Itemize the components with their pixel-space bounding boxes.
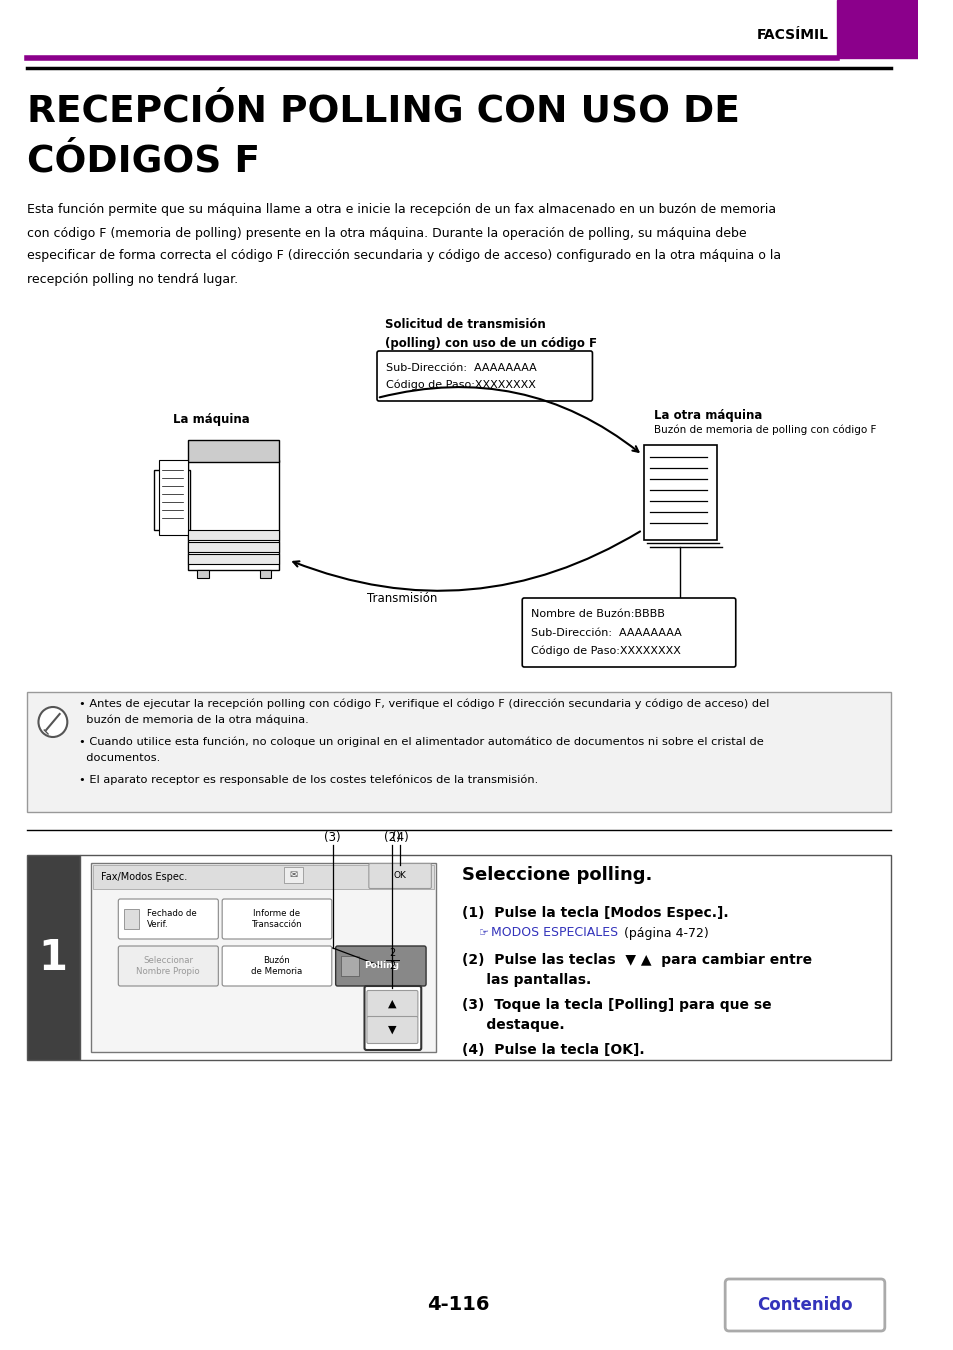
Text: 2: 2 — [389, 961, 395, 971]
Text: Sub-Dirección:  AAAAAAAA: Sub-Dirección: AAAAAAAA — [385, 363, 536, 373]
Text: (4): (4) — [392, 830, 408, 844]
Bar — [124, 909, 139, 929]
Text: • Antes de ejecutar la recepción polling con código F, verifique el código F (di: • Antes de ejecutar la recepción polling… — [79, 699, 768, 709]
Text: OK: OK — [394, 872, 406, 880]
FancyBboxPatch shape — [118, 899, 218, 940]
Text: ▼: ▼ — [388, 1025, 396, 1035]
Text: ☞: ☞ — [478, 927, 489, 938]
Text: MODOS ESPECIALES: MODOS ESPECIALES — [490, 926, 617, 940]
Text: Contenido: Contenido — [757, 1296, 852, 1314]
Text: (3)  Toque la tecla [Polling] para que se: (3) Toque la tecla [Polling] para que se — [461, 998, 770, 1012]
Bar — [93, 865, 434, 890]
Bar — [643, 446, 716, 540]
Text: (2)  Pulse las teclas  ▼ ▲  para cambiar entre: (2) Pulse las teclas ▼ ▲ para cambiar en… — [461, 953, 811, 967]
Text: Nombre de Buzón:BBBB: Nombre de Buzón:BBBB — [530, 609, 664, 620]
FancyBboxPatch shape — [222, 899, 332, 940]
Text: Código de Paso:XXXXXXXX: Código de Paso:XXXXXXXX — [385, 379, 535, 390]
Text: documentos.: documentos. — [79, 753, 160, 763]
Text: Solicitud de transmisión: Solicitud de transmisión — [384, 319, 545, 332]
Bar — [188, 460, 278, 570]
Text: Buzón de memoria de polling con código F: Buzón de memoria de polling con código F — [654, 425, 876, 435]
Text: (polling) con uso de un código F: (polling) con uso de un código F — [384, 336, 596, 350]
Text: La máquina: La máquina — [173, 413, 250, 427]
Bar — [836, 0, 917, 58]
FancyBboxPatch shape — [367, 991, 417, 1018]
FancyBboxPatch shape — [724, 1278, 883, 1331]
Text: especificar de forma correcta el código F (dirección secundaria y código de acce: especificar de forma correcta el código … — [27, 250, 781, 262]
Text: CÓDIGOS F: CÓDIGOS F — [27, 144, 259, 180]
Text: Buzón
de Memoria: Buzón de Memoria — [251, 956, 302, 976]
Text: Polling: Polling — [364, 961, 399, 971]
Text: 4-116: 4-116 — [427, 1296, 490, 1315]
Text: (1)  Pulse la tecla [Modos Espec.].: (1) Pulse la tecla [Modos Espec.]. — [461, 906, 727, 919]
Text: Seleccione polling.: Seleccione polling. — [461, 865, 651, 884]
FancyBboxPatch shape — [367, 1017, 417, 1044]
Bar — [283, 867, 303, 883]
Text: las pantallas.: las pantallas. — [461, 973, 590, 987]
Text: • Cuando utilice esta función, no coloque un original en el alimentador automáti: • Cuando utilice esta función, no coloqu… — [79, 737, 762, 748]
FancyBboxPatch shape — [376, 351, 592, 401]
Text: ✉: ✉ — [289, 869, 297, 880]
Bar — [259, 570, 271, 578]
Text: Transmisión: Transmisión — [367, 591, 436, 605]
Text: Informe de
Transacción: Informe de Transacción — [252, 909, 302, 929]
FancyBboxPatch shape — [369, 864, 431, 888]
Bar — [197, 570, 209, 578]
Bar — [188, 554, 278, 564]
Text: 2: 2 — [389, 948, 395, 958]
Text: con código F (memoria de polling) presente en la otra máquina. Durante la operac: con código F (memoria de polling) presen… — [27, 227, 746, 239]
Bar — [188, 440, 278, 462]
Bar — [341, 956, 358, 976]
Bar — [188, 541, 278, 552]
Text: Fechado de
Verif.: Fechado de Verif. — [147, 909, 196, 929]
Circle shape — [38, 707, 68, 737]
FancyBboxPatch shape — [521, 598, 735, 667]
Text: FACSÍMIL: FACSÍMIL — [757, 28, 828, 42]
Text: (página 4-72): (página 4-72) — [619, 926, 708, 940]
Text: ▲: ▲ — [388, 999, 396, 1008]
Bar — [91, 863, 436, 1052]
Text: (4)  Pulse la tecla [OK].: (4) Pulse la tecla [OK]. — [461, 1044, 643, 1057]
Text: La otra máquina: La otra máquina — [654, 409, 761, 421]
Text: destaque.: destaque. — [461, 1018, 563, 1031]
Text: Sub-Dirección:  AAAAAAAA: Sub-Dirección: AAAAAAAA — [530, 628, 681, 639]
Text: Código de Paso:XXXXXXXX: Código de Paso:XXXXXXXX — [530, 645, 680, 656]
Text: Seleccionar
Nombre Propio: Seleccionar Nombre Propio — [136, 956, 200, 976]
Text: (3): (3) — [324, 830, 341, 844]
Bar — [153, 470, 191, 531]
Text: • El aparato receptor es responsable de los costes telefónicos de la transmisión: • El aparato receptor es responsable de … — [79, 775, 537, 786]
FancyBboxPatch shape — [335, 946, 426, 986]
FancyBboxPatch shape — [364, 986, 421, 1050]
Bar — [27, 855, 80, 1060]
FancyBboxPatch shape — [222, 946, 332, 986]
Text: RECEPCIÓN POLLING CON USO DE: RECEPCIÓN POLLING CON USO DE — [27, 95, 739, 130]
Bar — [158, 460, 188, 535]
Text: (2): (2) — [384, 830, 400, 844]
Text: recepción polling no tendrá lugar.: recepción polling no tendrá lugar. — [27, 273, 238, 285]
Bar — [80, 855, 890, 1060]
Text: Fax/Modos Espec.: Fax/Modos Espec. — [101, 872, 187, 882]
Text: buzón de memoria de la otra máquina.: buzón de memoria de la otra máquina. — [79, 714, 308, 725]
Bar — [27, 693, 890, 811]
Text: 1: 1 — [38, 937, 68, 979]
Text: Esta función permite que su máquina llame a otra e inicie la recepción de un fax: Esta función permite que su máquina llam… — [27, 204, 775, 216]
Bar — [188, 531, 278, 540]
FancyBboxPatch shape — [118, 946, 218, 986]
